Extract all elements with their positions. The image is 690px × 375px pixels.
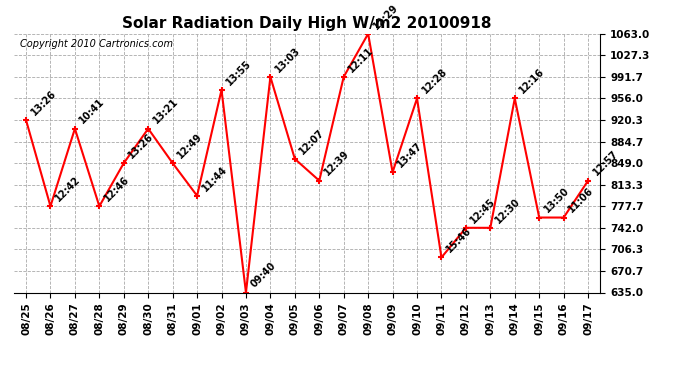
Text: 12:28: 12:28 bbox=[420, 67, 449, 96]
Text: 13:26: 13:26 bbox=[126, 131, 155, 160]
Text: 13:55: 13:55 bbox=[224, 58, 253, 87]
Text: 11:06: 11:06 bbox=[566, 186, 595, 215]
Text: 12:07: 12:07 bbox=[297, 127, 326, 156]
Text: 12:45: 12:45 bbox=[469, 196, 497, 225]
Text: Copyright 2010 Cartronics.com: Copyright 2010 Cartronics.com bbox=[19, 39, 172, 49]
Text: 12:42: 12:42 bbox=[53, 174, 82, 204]
Text: 13:26: 13:26 bbox=[29, 88, 58, 117]
Text: 12:46: 12:46 bbox=[102, 174, 131, 204]
Text: 13:47: 13:47 bbox=[395, 140, 424, 170]
Text: 09:40: 09:40 bbox=[248, 261, 278, 290]
Text: 10:41: 10:41 bbox=[78, 97, 107, 126]
Text: 12:30: 12:30 bbox=[493, 196, 522, 225]
Text: 15:46: 15:46 bbox=[444, 226, 473, 255]
Text: 11:44: 11:44 bbox=[200, 164, 229, 193]
Text: 13:21: 13:21 bbox=[151, 97, 180, 126]
Text: 12:29: 12:29 bbox=[371, 2, 400, 31]
Text: 13:50: 13:50 bbox=[542, 186, 571, 215]
Text: 12:57: 12:57 bbox=[591, 149, 620, 178]
Text: 12:16: 12:16 bbox=[518, 67, 546, 96]
Text: 12:49: 12:49 bbox=[175, 131, 204, 160]
Text: 13:03: 13:03 bbox=[273, 45, 302, 74]
Text: 12:39: 12:39 bbox=[322, 149, 351, 178]
Text: 12:11: 12:11 bbox=[346, 45, 375, 74]
Title: Solar Radiation Daily High W/m2 20100918: Solar Radiation Daily High W/m2 20100918 bbox=[122, 16, 492, 31]
